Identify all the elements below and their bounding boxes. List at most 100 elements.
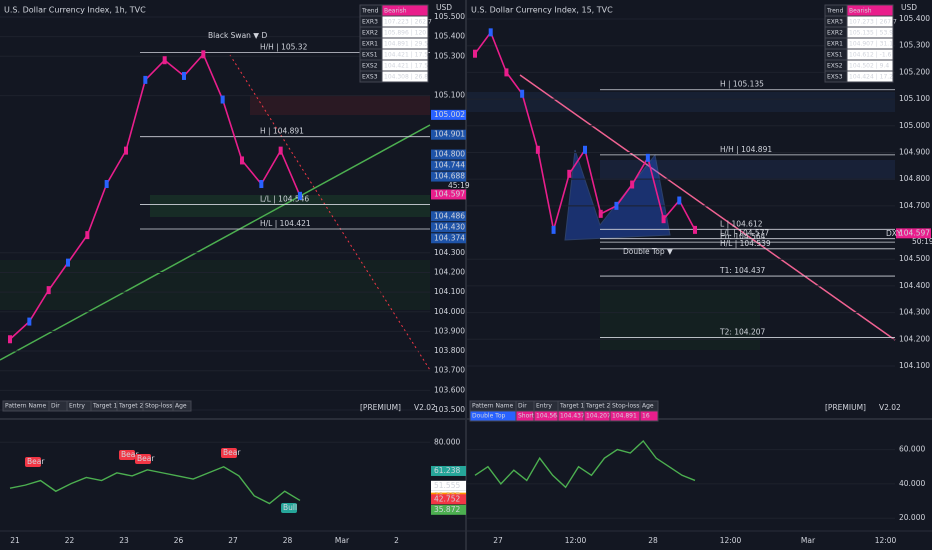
- zone: [600, 160, 895, 180]
- pattern-header: Stop-loss: [612, 403, 639, 410]
- y-tick-label: 104.900: [899, 147, 930, 156]
- candle: [8, 335, 12, 344]
- price-badge-label: 104.800: [434, 150, 465, 159]
- price-badge: [431, 211, 466, 222]
- y-tick-label: 105.400: [899, 14, 930, 23]
- time-label: 2: [394, 536, 399, 545]
- pattern-cell: [639, 410, 659, 422]
- candle: [27, 317, 32, 326]
- pattern-header: Dir: [518, 403, 527, 410]
- price-badge: [431, 149, 466, 160]
- y-tick-label: 104.800: [899, 174, 930, 183]
- candle: [240, 156, 244, 165]
- candle: [104, 180, 109, 189]
- candle: [551, 225, 556, 234]
- table-cell: [846, 70, 894, 83]
- price-badge-label: 104.374: [434, 233, 465, 242]
- osc-badge: [431, 494, 466, 505]
- time-label: 27: [493, 536, 503, 545]
- y-tick-label: 103.900: [434, 326, 465, 335]
- annotation: 50:19: [912, 237, 932, 246]
- time-label: 22: [65, 536, 75, 545]
- time-label: 12:00: [565, 536, 587, 545]
- level-label: L | 104.612: [720, 219, 763, 228]
- candle: [46, 286, 51, 295]
- price-badge: [431, 171, 466, 182]
- table-value: 104.907 | 31.1: [849, 41, 893, 48]
- candle: [220, 95, 225, 104]
- price-badge-label: 104.688: [434, 172, 465, 181]
- table-value: 104.421 | 17.5: [384, 63, 428, 70]
- price-line: [9, 52, 301, 340]
- table-key: EXS1: [827, 52, 843, 59]
- osc-badge-label: 42.752: [434, 494, 460, 503]
- y-tick-label: 60.000: [899, 445, 925, 454]
- pattern-header: Age: [175, 403, 187, 410]
- candle: [85, 231, 90, 240]
- table-key: Trend: [361, 8, 379, 15]
- table-key: EXS3: [362, 74, 378, 81]
- osc-badge-label: 35.872: [434, 505, 460, 514]
- pattern-value: 16: [642, 413, 650, 420]
- pattern-value: 104.891: [612, 413, 637, 420]
- table-key: EXR1: [362, 41, 378, 48]
- pattern-header: Entry: [69, 403, 85, 410]
- table-value: 104.891 | 29.5: [384, 41, 428, 48]
- table-key: EXS2: [362, 63, 378, 70]
- y-tick-label: 104.500: [899, 254, 930, 263]
- candle: [677, 196, 682, 205]
- currency-label: USD: [436, 3, 452, 12]
- candle: [614, 201, 619, 210]
- candle: [535, 145, 540, 154]
- version: V2.02: [414, 403, 436, 412]
- price-badge-label: 104.597: [899, 228, 930, 237]
- version: V2.02: [879, 403, 901, 412]
- price-badge: [431, 222, 466, 233]
- signal-box: [281, 503, 297, 513]
- y-tick-label: 105.500: [434, 12, 465, 21]
- level-label: H | 105.135: [720, 80, 764, 89]
- y-tick-label: 104.300: [434, 248, 465, 257]
- candle: [143, 75, 148, 84]
- y-tick-label: 105.200: [899, 67, 930, 76]
- signal-box: [25, 457, 41, 467]
- table-key: EXR2: [362, 30, 378, 37]
- pattern-value: 104.437: [560, 413, 585, 420]
- y-tick-label: 104.100: [434, 287, 465, 296]
- table-key: EXR1: [827, 41, 843, 48]
- time-label: 21: [10, 536, 20, 545]
- price-badge: [431, 189, 466, 200]
- annotation: Double Top ▼: [623, 247, 673, 256]
- candle: [567, 169, 572, 178]
- price-badge-label: 104.744: [434, 161, 465, 170]
- signal-box: [135, 454, 151, 464]
- signal-label: Bear: [137, 454, 155, 463]
- pattern-header: Pattern Name: [5, 403, 47, 410]
- y-tick-label: 40.000: [899, 479, 925, 488]
- signal-label: Bear: [223, 448, 241, 457]
- y-tick-label: 105.000: [899, 121, 930, 130]
- watermark: [PREMIUM]: [360, 403, 401, 412]
- zone: [250, 95, 430, 115]
- time-label: 26: [174, 536, 184, 545]
- trend-line: [0, 124, 431, 361]
- pattern-header: Entry: [536, 403, 552, 410]
- level-label: T2: 104.207: [719, 327, 766, 336]
- candle: [488, 28, 493, 37]
- price-badge: [431, 109, 466, 120]
- y-tick-label: 104.200: [899, 334, 930, 343]
- table-key: EXR3: [362, 19, 378, 26]
- table-value: 104.424 | 17.2: [849, 74, 893, 81]
- pattern-value: 104.564: [536, 413, 561, 420]
- y-tick-label: 103.700: [434, 366, 465, 375]
- price-badge: [431, 129, 466, 140]
- y-tick-label: 104.400: [899, 281, 930, 290]
- candle: [693, 225, 697, 234]
- pattern-value: 104.207: [586, 413, 611, 420]
- level-label: L/L | 104.577: [720, 229, 769, 238]
- candle: [182, 71, 186, 80]
- y-tick-label: 103.600: [434, 385, 465, 394]
- watermark: [PREMIUM]: [825, 403, 866, 412]
- zone: [0, 260, 430, 310]
